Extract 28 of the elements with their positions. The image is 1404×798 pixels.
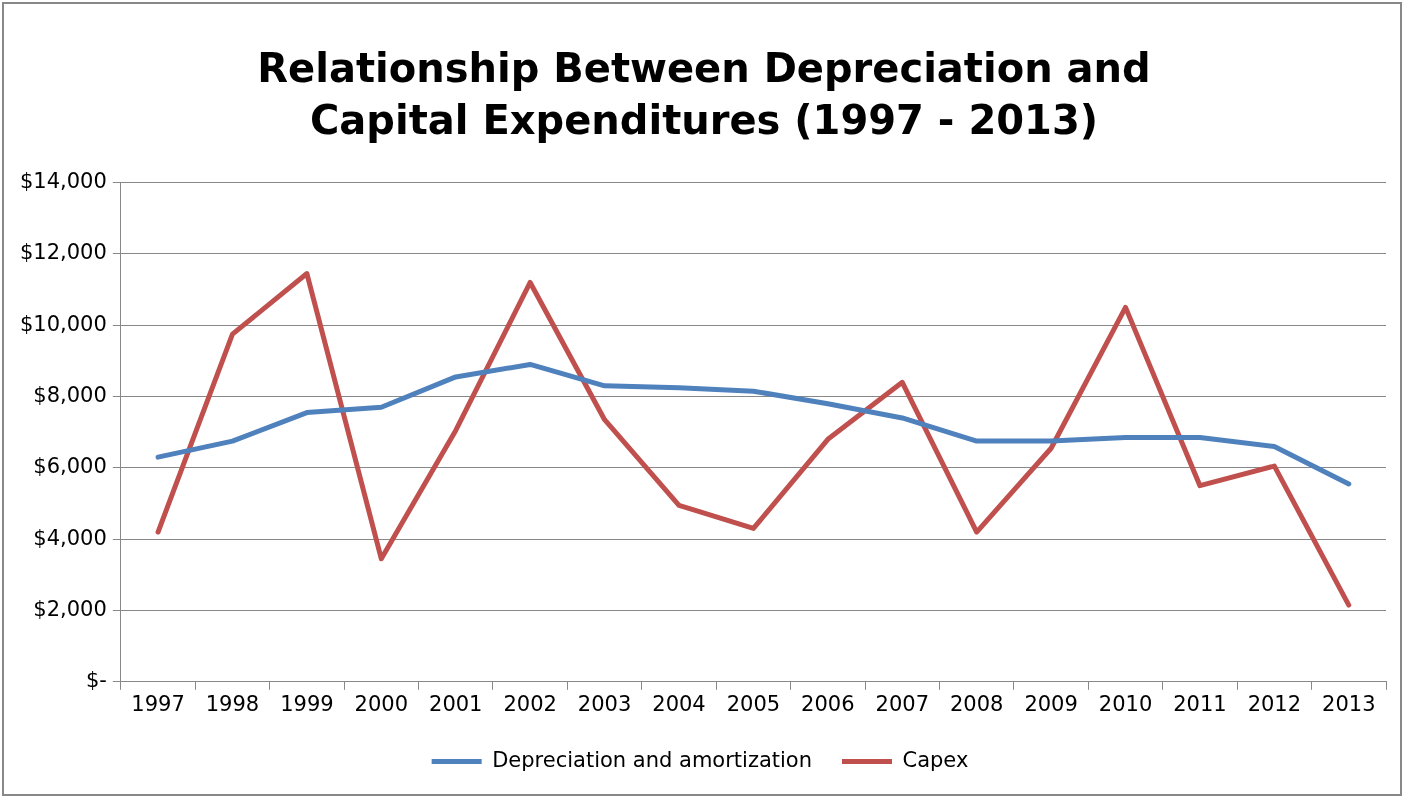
x-tick-label: 2004 xyxy=(652,691,706,716)
x-tick-label: 1999 xyxy=(280,691,334,716)
y-tick-label: $8,000 xyxy=(33,383,107,407)
y-tick-label: $12,000 xyxy=(20,240,107,265)
x-tick-label: 2013 xyxy=(1322,691,1376,716)
legend-label: Depreciation and amortization xyxy=(492,747,812,772)
x-tick-label: 2012 xyxy=(1247,691,1302,716)
x-tick-label: 2007 xyxy=(875,691,929,716)
chart-title: Relationship Between Depreciation and Capital Expenditures (1997 - 2013) xyxy=(256,44,1152,145)
x-tick-label: 2000 xyxy=(354,691,409,716)
y-tick-label: $14,000 xyxy=(20,169,107,194)
y-tick-label: $- xyxy=(85,668,107,693)
x-tick-label: 2008 xyxy=(949,691,1004,716)
y-tick-label: $6,000 xyxy=(33,454,107,479)
x-tick-label: 2006 xyxy=(801,691,855,716)
x-tick-label: 1997 xyxy=(131,691,185,716)
legend-label: Capex xyxy=(902,747,969,772)
y-tick-label: $2,000 xyxy=(33,596,107,621)
x-tick-label: 2009 xyxy=(1024,691,1078,716)
y-tick-label: $4,000 xyxy=(33,525,107,550)
x-tick-label: 2011 xyxy=(1173,691,1227,716)
y-tick-label: $10,000 xyxy=(20,311,107,336)
x-tick-label: 1998 xyxy=(205,691,260,716)
x-tick-label: 2001 xyxy=(429,691,483,716)
x-tick-label: 2002 xyxy=(503,691,557,716)
x-tick-label: 2010 xyxy=(1098,691,1153,716)
x-tick-label: 2005 xyxy=(726,691,781,716)
x-tick-label: 2003 xyxy=(577,691,632,716)
